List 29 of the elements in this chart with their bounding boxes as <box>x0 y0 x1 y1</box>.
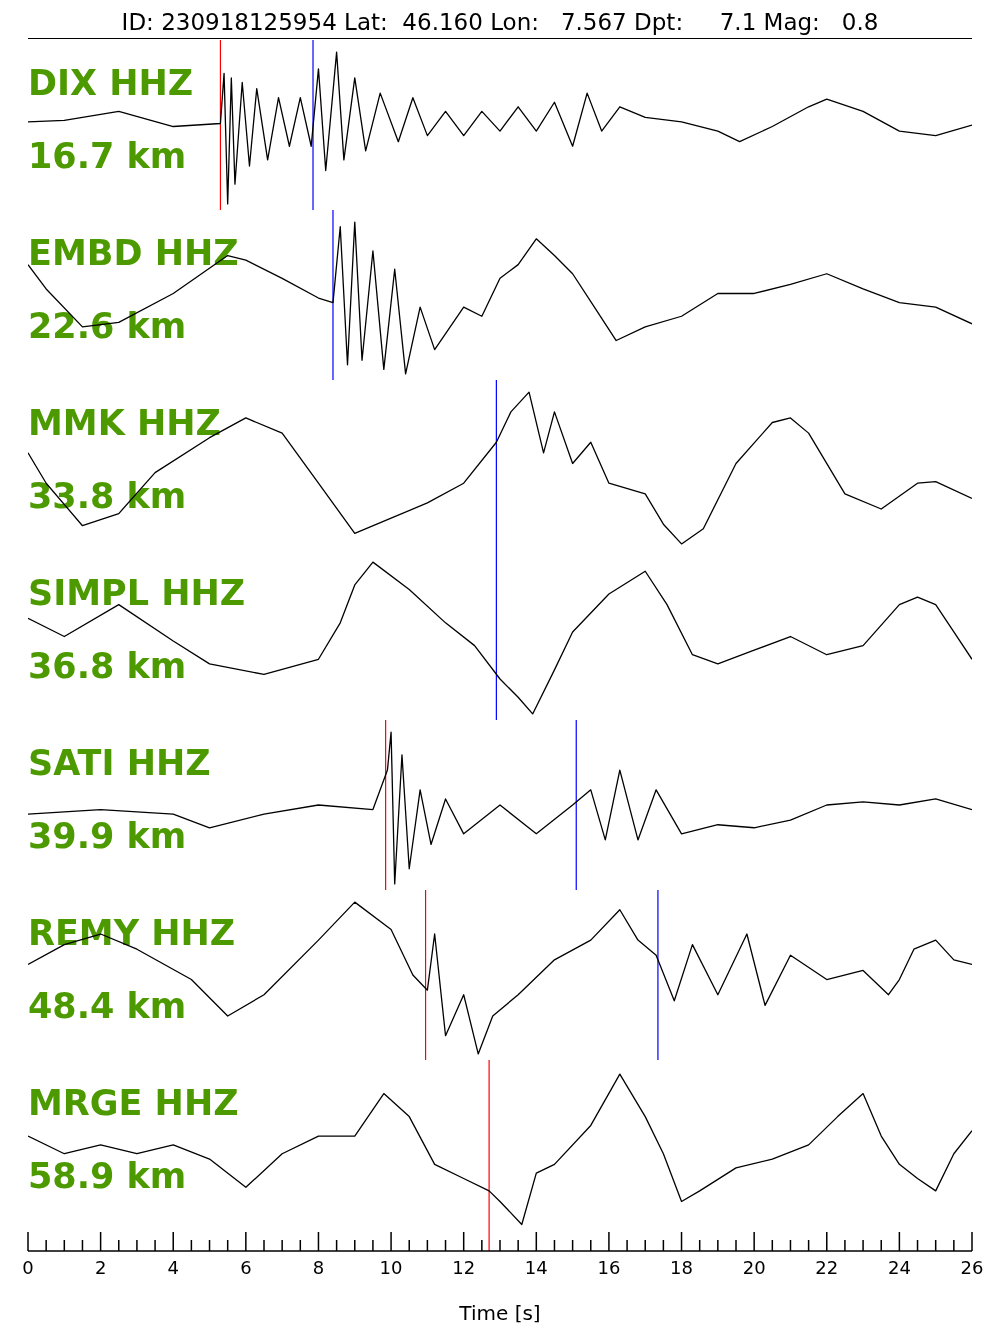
chart-title: ID: 230918125954 Lat: 46.160 Lon: 7.567 Dpt: 7.1 Mag: 0.8 <box>120 8 880 37</box>
x-tick-label: 12 <box>452 1257 476 1279</box>
x-tick-label: 22 <box>815 1257 839 1279</box>
annotation: MRGE HHZ <box>28 1083 239 1123</box>
annotation: SIMPL HHZ <box>28 573 246 613</box>
x-tick-label: 18 <box>670 1257 693 1279</box>
x-tick-label: 26 <box>960 1257 984 1279</box>
annotation: 36.8 km <box>28 646 187 686</box>
x-tick-label: 4 <box>167 1257 179 1279</box>
x-tick-label: 20 <box>742 1257 766 1279</box>
x-tick-label: 16 <box>597 1257 621 1279</box>
annotation: 22.6 km <box>28 306 187 346</box>
x-axis-title: Time [s] <box>458 1301 541 1326</box>
annotation: REMY HHZ <box>28 913 236 953</box>
x-tick-label: 10 <box>379 1257 403 1279</box>
annotation: 39.9 km <box>28 816 187 856</box>
x-tick-label: 24 <box>887 1257 911 1279</box>
x-tick-label: 2 <box>94 1257 107 1279</box>
annotation: DIX HHZ <box>28 63 194 103</box>
annotation: MMK HHZ <box>28 403 221 443</box>
annotation: 58.9 km <box>28 1156 187 1196</box>
x-tick-label: 8 <box>312 1257 325 1279</box>
annotation: SATI HHZ <box>28 743 211 783</box>
annotation: 16.7 km <box>28 136 187 176</box>
annotation: 48.4 km <box>28 986 187 1026</box>
x-tick-label: 6 <box>240 1257 252 1279</box>
x-tick-label: 0 <box>22 1257 34 1279</box>
annotation: EMBD HHZ <box>28 233 239 273</box>
x-tick-label: 14 <box>524 1257 548 1279</box>
